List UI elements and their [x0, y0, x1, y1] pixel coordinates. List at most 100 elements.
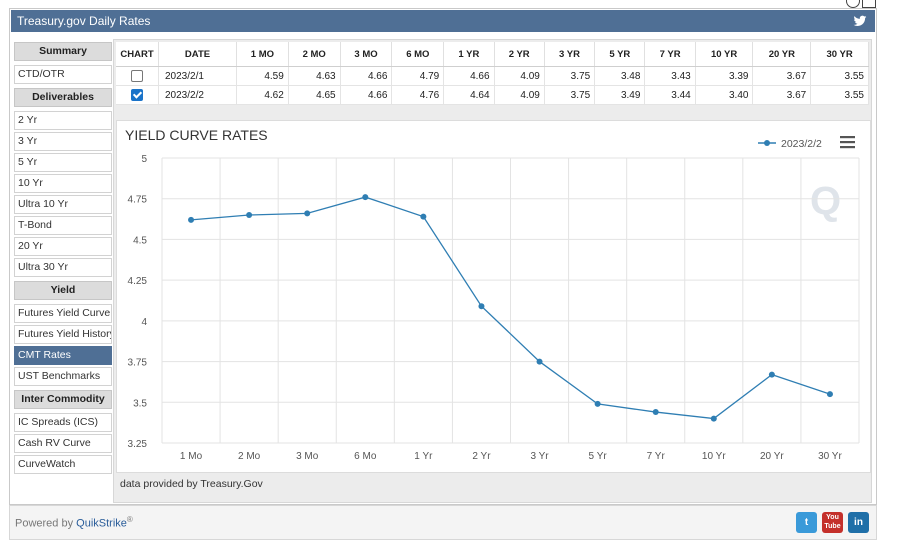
- x-tick-label: 7 Yr: [647, 451, 666, 462]
- sidebar-item-ust-benchmarks[interactable]: UST Benchmarks: [14, 367, 112, 386]
- column-header-10-yr: 10 YR: [695, 42, 754, 67]
- x-tick-label: 20 Yr: [760, 451, 784, 462]
- date-cell: 2023/2/1: [158, 66, 237, 86]
- chart-checkbox[interactable]: [131, 70, 143, 82]
- chart-menu-icon[interactable]: [840, 146, 855, 149]
- yield-curve-chart: YIELD CURVE RATES Q 3.25 3.5 3.75 4 4.25 4.5 4.7…: [116, 120, 871, 473]
- column-header-20-yr: 20 YR: [752, 42, 812, 67]
- y-tick-label: 3.25: [128, 439, 148, 450]
- sidebar-item-cash-rv-curve[interactable]: Cash RV Curve: [14, 434, 112, 453]
- sidebar-item-ctd-otr[interactable]: CTD/OTR: [14, 65, 112, 84]
- table-header-row: CHART DATE 1 MO 2 MO 3 MO 6 MO 1 YR 2 YR 3 YR 5 Y…: [116, 42, 869, 67]
- column-header-30-yr: 30 YR: [810, 42, 869, 67]
- rate-cell: 4.09: [494, 66, 545, 86]
- table-row: 2023/2/2 4.62 4.65 4.66 4.76 4.64 4.09 3.75 3.49…: [116, 85, 869, 105]
- x-tick-label: 5 Yr: [589, 451, 608, 462]
- rate-cell: 4.59: [236, 66, 289, 86]
- data-point[interactable]: [304, 210, 311, 217]
- rate-cell: 3.39: [695, 66, 754, 86]
- chart-checkbox-cell: [116, 85, 159, 105]
- sidebar-item-20-yr[interactable]: 20 Yr: [14, 237, 112, 256]
- data-point[interactable]: [478, 303, 485, 310]
- rates-table: CHART DATE 1 MO 2 MO 3 MO 6 MO 1 YR 2 YR 3 YR 5 Y…: [116, 42, 869, 105]
- x-tick-label: 3 Mo: [296, 451, 319, 462]
- y-tick-label: 4.5: [133, 235, 147, 246]
- main-content: CHART DATE 1 MO 2 MO 3 MO 6 MO 1 YR 2 YR 3 YR 5 Y…: [113, 39, 872, 503]
- x-tick-label: 2 Mo: [238, 451, 261, 462]
- data-point[interactable]: [188, 216, 195, 223]
- column-header-6-mo: 6 MO: [391, 42, 445, 67]
- window-titlebar: Treasury.gov Daily Rates: [11, 10, 875, 32]
- rate-cell: 4.76: [391, 85, 445, 105]
- sidebar-item-cmt-rates[interactable]: CMT Rates: [14, 346, 112, 365]
- twitter-icon[interactable]: t: [796, 512, 817, 533]
- y-tick-label: 4.75: [128, 195, 148, 206]
- sidebar-item-t-bond[interactable]: T-Bond: [14, 216, 112, 235]
- rate-cell: 4.66: [443, 66, 495, 86]
- rate-cell: 4.63: [288, 66, 341, 86]
- data-point[interactable]: [362, 194, 369, 201]
- chart-menu-icon[interactable]: [840, 136, 855, 139]
- column-header-1-mo: 1 MO: [236, 42, 289, 67]
- sidebar-item-5-yr[interactable]: 5 Yr: [14, 153, 112, 172]
- x-tick-label: 6 Mo: [354, 451, 377, 462]
- sidebar-item-3-yr[interactable]: 3 Yr: [14, 132, 112, 151]
- quikstrike-brand-link[interactable]: QuikStrike: [76, 517, 127, 530]
- chart-checkbox[interactable]: [131, 89, 143, 101]
- chart-title: YIELD CURVE RATES: [125, 127, 268, 143]
- sidebar-nav: Summary CTD/OTR Deliverables 2 Yr 3 Yr 5 Yr 10…: [14, 42, 112, 476]
- window-control-minimize[interactable]: [846, 0, 860, 8]
- sidebar-item-curvewatch[interactable]: CurveWatch: [14, 455, 112, 474]
- y-tick-label: 4.25: [128, 276, 148, 287]
- rate-cell: 3.55: [810, 66, 869, 86]
- data-point[interactable]: [826, 391, 833, 398]
- data-point[interactable]: [768, 371, 775, 378]
- data-point[interactable]: [652, 409, 659, 416]
- rate-cell: 4.66: [340, 66, 393, 86]
- y-tick-label: 4: [141, 317, 147, 328]
- powered-by-prefix: Powered by: [15, 517, 77, 530]
- sidebar-item-futures-yield-history[interactable]: Futures Yield History: [14, 325, 112, 344]
- data-point[interactable]: [536, 358, 543, 365]
- rate-cell: 4.65: [288, 85, 341, 105]
- registered-mark: ®: [126, 515, 133, 524]
- date-cell: 2023/2/2: [158, 85, 237, 105]
- column-header-7-yr: 7 YR: [644, 42, 696, 67]
- youtube-icon[interactable]: You Tube: [822, 512, 843, 533]
- sidebar-item-futures-yield-curve[interactable]: Futures Yield Curve: [14, 304, 112, 323]
- column-header-2-yr: 2 YR: [494, 42, 545, 67]
- twitter-bird-icon[interactable]: [853, 14, 867, 28]
- data-point[interactable]: [420, 213, 427, 220]
- data-point[interactable]: [246, 212, 253, 218]
- chart-checkbox-cell: [116, 66, 159, 86]
- y-tick-label: 5: [141, 154, 147, 165]
- rate-cell: 3.55: [810, 85, 869, 105]
- y-tick-label: 3.5: [133, 398, 147, 409]
- sidebar-item-10-yr[interactable]: 10 Yr: [14, 174, 112, 193]
- chart-menu-icon[interactable]: [840, 141, 855, 144]
- column-header-5-yr: 5 YR: [594, 42, 646, 67]
- x-tick-label: 3 Yr: [530, 451, 549, 462]
- sidebar-header-summary: Summary: [14, 42, 112, 61]
- series-line: [190, 196, 831, 420]
- sidebar-item-ultra-10-yr[interactable]: Ultra 10 Yr: [14, 195, 112, 214]
- legend-label[interactable]: 2023/2/2: [781, 138, 822, 150]
- x-tick-label: 10 Yr: [702, 451, 726, 462]
- sidebar-header-deliverables: Deliverables: [14, 88, 112, 107]
- y-tick-label: 3.75: [128, 358, 148, 369]
- rate-cell: 4.66: [340, 85, 393, 105]
- rate-cell: 3.75: [544, 85, 596, 105]
- data-credit: data provided by Treasury.Gov: [120, 478, 263, 490]
- window-control-close[interactable]: [862, 0, 876, 8]
- sidebar-header-inter-commodity: Inter Commodity: [14, 390, 112, 409]
- sidebar-item-2-yr[interactable]: 2 Yr: [14, 111, 112, 130]
- column-header-3-mo: 3 MO: [340, 42, 393, 67]
- table-row: 2023/2/1 4.59 4.63 4.66 4.79 4.66 4.09 3.75 3.48…: [116, 66, 869, 86]
- sidebar-item-ic-spreads-ics[interactable]: IC Spreads (ICS): [14, 413, 112, 432]
- legend-marker: [764, 140, 770, 146]
- data-point[interactable]: [710, 415, 717, 422]
- data-point[interactable]: [594, 400, 601, 407]
- sidebar-item-ultra-30-yr[interactable]: Ultra 30 Yr: [14, 258, 112, 277]
- rate-cell: 3.44: [644, 85, 696, 105]
- linkedin-icon[interactable]: in: [848, 512, 869, 533]
